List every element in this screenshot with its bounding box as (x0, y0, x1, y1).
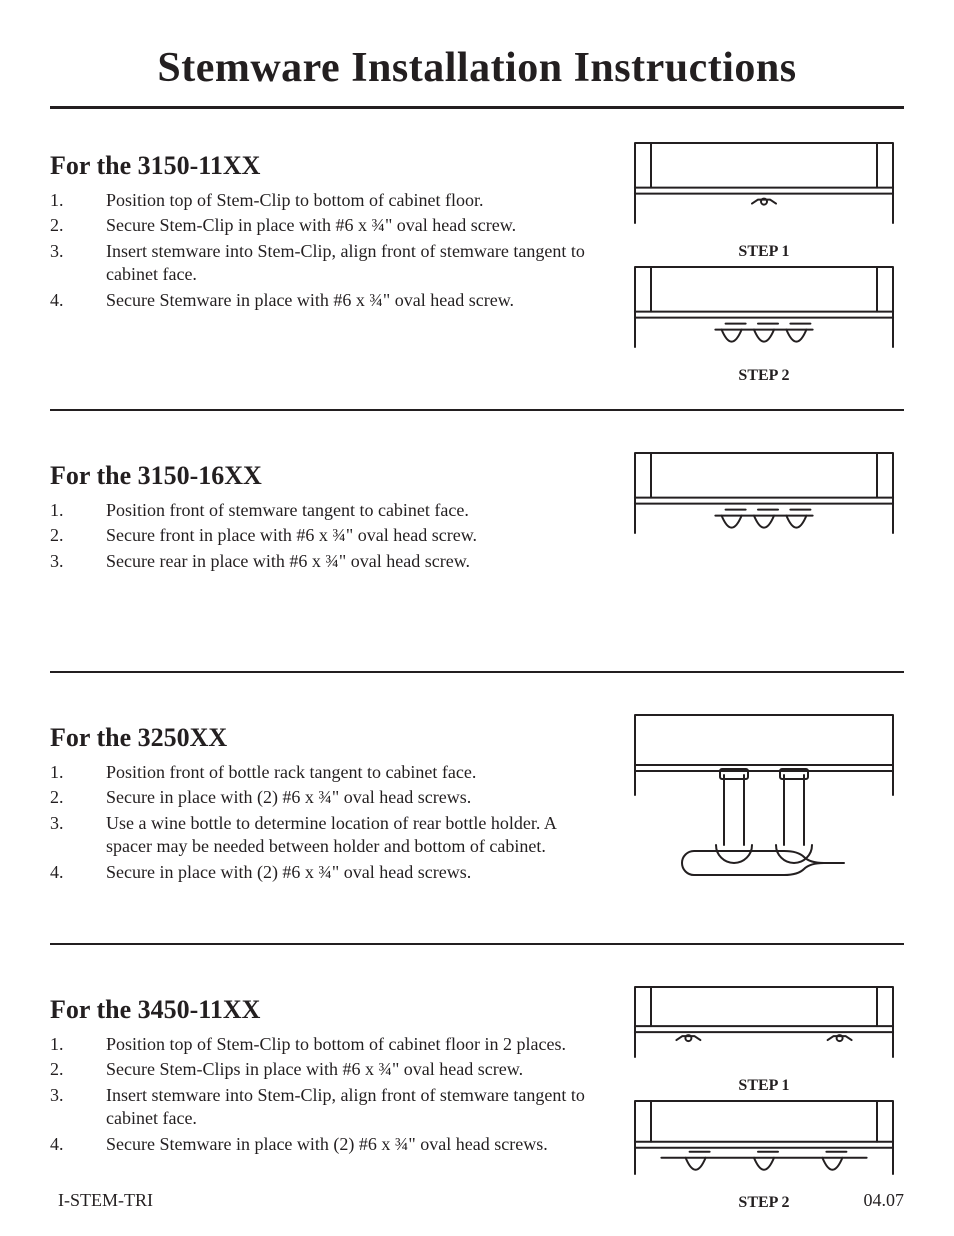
figure-column (624, 709, 904, 919)
step-number: 1. (50, 761, 106, 784)
figure-column: STEP 1 STEP 2 (624, 981, 904, 1212)
step-item: 1.Position front of bottle rack tangent … (50, 761, 600, 784)
figure (629, 447, 899, 539)
footer-left: I-STEM-TRI (58, 1190, 153, 1211)
section-s3150-16xx: For the 3150-16XX 1.Position front of ste… (50, 447, 904, 673)
figure-caption: STEP 2 (738, 367, 789, 385)
step-number: 4. (50, 1133, 106, 1156)
step-number: 3. (50, 812, 106, 859)
step-list: 1.Position top of Stem-Clip to bottom of… (50, 189, 600, 312)
text-column: For the 3150-11XX 1.Position top of Stem-… (50, 137, 624, 314)
figure-caption: STEP 1 (738, 243, 789, 261)
section-s3150-11xx: For the 3150-11XX 1.Position top of Stem-… (50, 137, 904, 411)
step-list: 1.Position top of Stem-Clip to bottom of… (50, 1033, 600, 1156)
step-number: 1. (50, 499, 106, 522)
step-text: Position front of bottle rack tangent to… (106, 761, 600, 784)
step-number: 2. (50, 1058, 106, 1081)
figure (629, 137, 899, 229)
section-s3250xx: For the 3250XX 1.Position front of bottle… (50, 709, 904, 945)
text-column: For the 3150-16XX 1.Position front of ste… (50, 447, 624, 575)
step-number: 1. (50, 189, 106, 212)
step-list: 1.Position front of stemware tangent to … (50, 499, 600, 573)
step-text: Insert stemware into Stem-Clip, align fr… (106, 240, 600, 287)
text-column: For the 3250XX 1.Position front of bottle… (50, 709, 624, 886)
figure-column (624, 447, 904, 549)
step-item: 4.Secure in place with (2) #6 x ¾" oval … (50, 861, 600, 884)
step-item: 4.Secure Stemware in place with (2) #6 x… (50, 1133, 600, 1156)
step-number: 4. (50, 289, 106, 312)
step-text: Secure front in place with #6 x ¾" oval … (106, 524, 600, 547)
step-item: 2.Secure front in place with #6 x ¾" ova… (50, 524, 600, 547)
step-text: Position top of Stem-Clip to bottom of c… (106, 1033, 600, 1056)
page-title: Stemware Installation Instructions (50, 44, 904, 109)
step-item: 1.Position top of Stem-Clip to bottom of… (50, 1033, 600, 1056)
step-text: Use a wine bottle to determine location … (106, 812, 600, 859)
step-number: 2. (50, 524, 106, 547)
section-heading: For the 3450-11XX (50, 995, 600, 1025)
step-text: Secure in place with (2) #6 x ¾" oval he… (106, 786, 600, 809)
step-text: Position front of stemware tangent to ca… (106, 499, 600, 522)
step-number: 3. (50, 550, 106, 573)
step-text: Secure rear in place with #6 x ¾" oval h… (106, 550, 600, 573)
figure (629, 1095, 899, 1180)
step-item: 3.Secure rear in place with #6 x ¾" oval… (50, 550, 600, 573)
page: Stemware Installation Instructions For t… (0, 0, 954, 1235)
step-number: 4. (50, 861, 106, 884)
step-item: 3.Insert stemware into Stem-Clip, align … (50, 240, 600, 287)
step-item: 2.Secure Stem-Clips in place with #6 x ¾… (50, 1058, 600, 1081)
step-item: 1.Position front of stemware tangent to … (50, 499, 600, 522)
figure (629, 981, 899, 1063)
step-text: Secure in place with (2) #6 x ¾" oval he… (106, 861, 600, 884)
step-list: 1.Position front of bottle rack tangent … (50, 761, 600, 884)
step-text: Insert stemware into Stem-Clip, align fr… (106, 1084, 600, 1131)
step-text: Position top of Stem-Clip to bottom of c… (106, 189, 600, 212)
step-number: 3. (50, 240, 106, 287)
section-heading: For the 3250XX (50, 723, 600, 753)
section-heading: For the 3150-11XX (50, 151, 600, 181)
step-item: 3.Insert stemware into Stem-Clip, align … (50, 1084, 600, 1131)
text-column: For the 3450-11XX 1.Position top of Stem-… (50, 981, 624, 1158)
sections-container: For the 3150-11XX1.Position top of Stem-… (50, 137, 904, 1236)
figure-column: STEP 1 STEP 2 (624, 137, 904, 385)
figure-caption: STEP 1 (738, 1077, 789, 1095)
step-number: 3. (50, 1084, 106, 1131)
step-number: 1. (50, 1033, 106, 1056)
footer: I-STEM-TRI 04.07 (58, 1190, 904, 1211)
figure (629, 709, 899, 909)
step-item: 3.Use a wine bottle to determine locatio… (50, 812, 600, 859)
step-text: Secure Stemware in place with #6 x ¾" ov… (106, 289, 600, 312)
figure (629, 261, 899, 353)
step-number: 2. (50, 786, 106, 809)
section-heading: For the 3150-16XX (50, 461, 600, 491)
step-number: 2. (50, 214, 106, 237)
step-item: 1.Position top of Stem-Clip to bottom of… (50, 189, 600, 212)
step-item: 2.Secure in place with (2) #6 x ¾" oval … (50, 786, 600, 809)
step-text: Secure Stem-Clips in place with #6 x ¾" … (106, 1058, 600, 1081)
step-text: Secure Stem-Clip in place with #6 x ¾" o… (106, 214, 600, 237)
footer-right: 04.07 (864, 1190, 905, 1211)
step-item: 4.Secure Stemware in place with #6 x ¾" … (50, 289, 600, 312)
step-text: Secure Stemware in place with (2) #6 x ¾… (106, 1133, 600, 1156)
step-item: 2.Secure Stem-Clip in place with #6 x ¾"… (50, 214, 600, 237)
